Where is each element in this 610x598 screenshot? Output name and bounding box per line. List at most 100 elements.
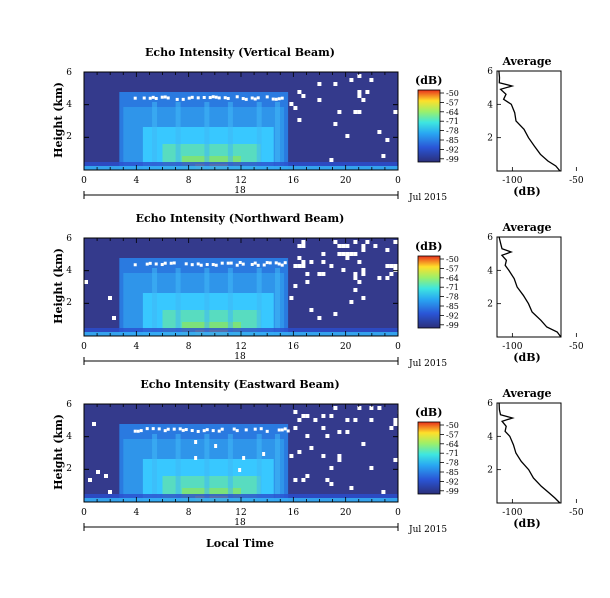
x-tick-label: 12 [235,508,246,518]
panel-vertical: Echo Intensity (Vertical Beam) Height (k… [52,46,584,203]
profile-xlabel: (dB) [513,517,540,530]
x-axis-label: Local Time [206,537,274,550]
panel-title: Echo Intensity (Vertical Beam) [145,46,335,59]
profile-x-tick-label: -100 [502,508,522,518]
x-tick-label: 8 [186,342,192,352]
y-tick-label: 6 [66,234,72,244]
date-day-label: 18 [234,352,246,362]
x-tick-label: 12 [235,176,246,186]
colorbar-tick-label: -85 [446,468,459,477]
cloud-top-noise [88,406,402,494]
profile-y-tick-label: 4 [487,432,493,442]
colorbar-tick-label: -99 [446,155,459,164]
colorbar-tick-label: -99 [446,321,459,330]
profile-x-tick-label: -50 [569,176,584,186]
average-profile: Average 2 4 6 -100 -50 (dB) [487,55,584,198]
profile-xlabel: (dB) [513,185,540,198]
colorbar: (dB) -50-57-64-71-78-85-92-99 [415,406,459,496]
x-tick-label: 0 [395,508,401,518]
colorbar-tick-label: -64 [446,440,459,449]
date-axis [83,523,399,531]
x-tick-label: 8 [186,176,192,186]
date-label: Jul 2015 [408,525,447,535]
average-profile: Average 2 4 6 -100 -50 (dB) [487,387,584,530]
colorbar-tick-label: -50 [446,255,459,264]
date-axis [83,357,399,365]
y-tick-label: 6 [66,400,72,410]
echo-region [84,92,398,170]
svg-text:Height (km): Height (km) [52,414,65,490]
colorbar-tick-label: -92 [446,311,459,320]
x-tick-label: 0 [81,342,87,352]
profile-y-tick-label: 4 [487,266,493,276]
heatmap-eastward [83,403,402,503]
y-tick-label: 4 [66,100,72,110]
y-tick-label: 2 [66,298,72,308]
y-tick-label: 2 [66,132,72,142]
profile-xlabel: (dB) [513,351,540,364]
colorbar-tick-label: -78 [446,293,459,302]
x-tick-label: 4 [133,508,139,518]
y-tick-label: 4 [66,432,72,442]
cloud-top-noise [133,74,398,162]
colorbar-unit: (dB) [415,74,442,87]
profile-title: Average [501,221,551,234]
colorbar-tick-label: -78 [446,127,459,136]
profile-title: Average [501,55,551,68]
date-label: Jul 2015 [408,193,447,203]
x-tick-label: 4 [133,176,139,186]
svg-text:Height (km): Height (km) [52,248,65,324]
y-axis-label: Height (km) [52,82,65,158]
profile-x-tick-label: -100 [502,342,522,352]
colorbar: (dB) -50-57-64-71-78-85-92-99 [415,240,459,330]
y-tick-label: 6 [66,68,72,78]
y-tick-label: 4 [66,266,72,276]
x-tick-label: 4 [133,342,139,352]
x-tick-label: 8 [186,508,192,518]
panel-northward: Echo Intensity (Northward Beam) Height (… [52,212,584,369]
colorbar-unit: (dB) [415,406,442,419]
profile-x-tick-label: -100 [502,176,522,186]
average-profile-line [498,236,562,338]
x-tick-label: 16 [288,508,300,518]
profile-y-tick-label: 6 [487,67,493,77]
colorbar-tick-label: -50 [446,421,459,430]
colorbar-tick-label: -92 [446,145,459,154]
date-day-label: 18 [234,518,246,528]
x-tick-label: 0 [395,342,401,352]
colorbar-tick-label: -64 [446,108,459,117]
colorbar-tick-label: -71 [446,117,459,126]
profile-title: Average [501,387,551,400]
x-tick-label: 12 [235,342,246,352]
profile-x-tick-label: -50 [569,342,584,352]
profile-y-tick-label: 2 [487,466,493,476]
colorbar-tick-label: -50 [446,89,459,98]
average-profile-line [498,70,561,172]
profile-y-tick-label: 6 [487,233,493,243]
colorbar-tick-label: -85 [446,136,459,145]
average-profile: Average 2 4 6 -100 -50 (dB) [487,221,584,364]
colorbar-tick-label: -57 [446,98,459,107]
colorbar: (dB) -50-57-64-71-78-85-92-99 [415,74,459,164]
colorbar-tick-label: -57 [446,264,459,273]
y-axis-label: Height (km) [52,248,65,324]
panel-title: Echo Intensity (Eastward Beam) [140,378,339,391]
heatmap-northward [83,237,399,337]
x-tick-label: 20 [340,508,352,518]
profile-y-tick-label: 2 [487,134,493,144]
x-tick-label: 0 [81,508,87,518]
date-axis [83,191,399,199]
y-axis-label: Height (km) [52,414,65,490]
profile-y-tick-label: 2 [487,300,493,310]
colorbar-tick-label: -71 [446,283,459,292]
x-tick-label: 0 [395,176,401,186]
colorbar-tick-label: -85 [446,302,459,311]
colorbar-tick-label: -71 [446,449,459,458]
colorbar-tick-label: -57 [446,430,459,439]
colorbar-unit: (dB) [415,240,442,253]
x-tick-label: 16 [288,342,300,352]
x-tick-label: 16 [288,176,300,186]
heatmap-vertical [83,71,399,171]
profile-x-tick-label: -50 [569,508,584,518]
colorbar-tick-label: -64 [446,274,459,283]
